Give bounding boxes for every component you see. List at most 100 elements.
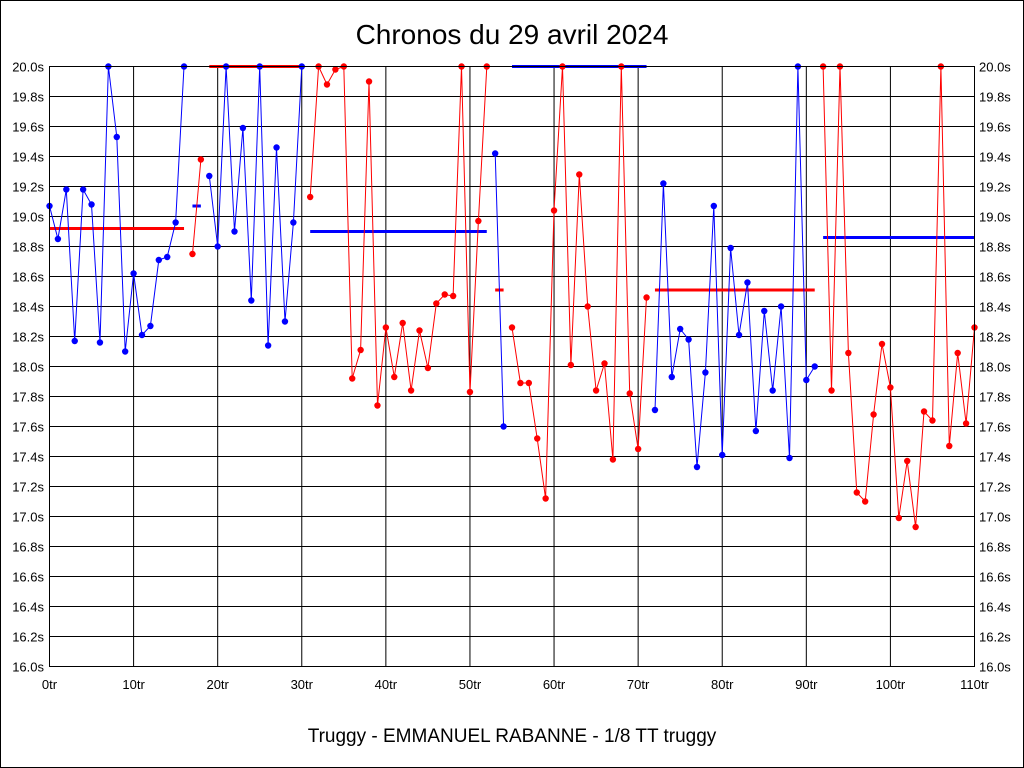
- y-tick-label-left: 16.0s: [12, 660, 44, 675]
- y-tick-label-right: 17.8s: [979, 390, 1011, 405]
- data-point: [466, 388, 474, 396]
- data-point: [96, 339, 104, 346]
- series-group: [46, 63, 978, 531]
- data-point: [752, 427, 760, 435]
- data-point: [550, 207, 558, 214]
- y-tick-label-left: 17.4s: [12, 450, 44, 465]
- data-point: [626, 390, 633, 397]
- y-tick-label-left: 19.0s: [12, 210, 44, 225]
- series-line: [511, 66, 647, 499]
- data-point: [761, 307, 768, 315]
- data-point: [332, 66, 339, 73]
- data-point: [676, 325, 684, 333]
- data-point: [592, 387, 600, 394]
- data-point: [508, 324, 516, 331]
- y-tick-label-left: 20.0s: [12, 60, 44, 75]
- data-point: [702, 369, 709, 376]
- data-point: [349, 375, 356, 382]
- y-tick-label-left: 18.2s: [12, 330, 44, 345]
- data-point: [861, 498, 869, 505]
- x-tick-label: 20tr: [206, 677, 229, 692]
- data-point: [912, 523, 919, 531]
- data-point: [954, 349, 961, 357]
- y-tick-label-right: 16.6s: [979, 570, 1011, 585]
- data-point: [811, 363, 818, 370]
- data-point: [365, 78, 373, 85]
- data-point: [517, 379, 524, 387]
- y-tick-label-left: 16.6s: [12, 570, 44, 585]
- y-tick-label-right: 17.0s: [979, 510, 1011, 525]
- data-point: [306, 193, 314, 201]
- y-tick-label-right: 18.8s: [979, 240, 1011, 255]
- data-point: [685, 336, 692, 343]
- data-point: [735, 331, 743, 339]
- data-point: [491, 150, 499, 157]
- x-tick-label: 70tr: [627, 677, 650, 692]
- data-point: [878, 340, 886, 348]
- data-point: [231, 228, 238, 235]
- y-tick-label-right: 17.6s: [979, 420, 1011, 435]
- x-tick-label: 0tr: [42, 677, 58, 692]
- data-point: [929, 417, 936, 424]
- x-tick-labels: 0tr 10tr 20tr 30tr 40tr 50tr 60tr 70tr 80tr 90tr 1…: [42, 677, 990, 692]
- series-line: [208, 66, 303, 346]
- data-point: [155, 256, 163, 264]
- y-tick-labels-right: 20.0s 19.8s 19.6s 19.4s 19.2s 19.0s 18.8s 18.6s…: [979, 60, 1011, 675]
- data-point: [643, 294, 650, 301]
- data-point: [500, 423, 507, 430]
- y-tick-label-left: 17.6s: [12, 420, 44, 435]
- data-point: [870, 411, 877, 418]
- data-point: [534, 435, 541, 442]
- y-tick-label-right: 19.0s: [979, 210, 1011, 225]
- data-point: [904, 457, 911, 465]
- x-tick-label: 30tr: [291, 677, 314, 692]
- y-tick-label-right: 19.4s: [979, 150, 1011, 165]
- data-point: [79, 186, 87, 193]
- data-point: [887, 384, 894, 391]
- data-point: [769, 387, 776, 394]
- data-point: [441, 291, 448, 298]
- data-point: [399, 319, 406, 327]
- data-point: [374, 402, 381, 409]
- data-point: [710, 202, 718, 210]
- data-point: [189, 250, 196, 258]
- data-point: [290, 219, 297, 226]
- series-line: [822, 66, 975, 528]
- data-point: [197, 156, 205, 163]
- data-point: [138, 331, 146, 339]
- data-point: [803, 376, 810, 384]
- y-tick-label-right: 19.2s: [979, 180, 1011, 195]
- data-point: [391, 373, 398, 381]
- data-point: [634, 445, 642, 453]
- y-tick-label-left: 17.2s: [12, 480, 44, 495]
- y-tick-label-left: 18.0s: [12, 360, 44, 375]
- y-tick-label-right: 18.2s: [979, 330, 1011, 345]
- data-point: [172, 219, 179, 226]
- data-point: [845, 349, 852, 357]
- y-tick-label-left: 16.4s: [12, 600, 44, 615]
- data-point: [651, 406, 659, 414]
- data-point: [382, 324, 390, 331]
- data-point: [273, 144, 280, 151]
- x-tick-label: 100tr: [876, 677, 906, 692]
- y-tick-labels-left: 20.0s 19.8s 19.6s 19.4s 19.2s 19.0s 18.8s 18.6s…: [12, 60, 44, 675]
- data-point: [323, 81, 331, 88]
- plot-area-border: [49, 66, 975, 667]
- data-point: [668, 373, 675, 381]
- data-point: [147, 322, 154, 330]
- data-point: [693, 463, 701, 471]
- series-line: [309, 65, 488, 406]
- series-line: [192, 159, 202, 255]
- y-tick-label-right: 16.0s: [979, 660, 1011, 675]
- average-lines: [49, 65, 975, 292]
- y-tick-label-right: 17.4s: [979, 450, 1011, 465]
- x-tick-label: 110tr: [960, 677, 989, 692]
- data-point: [113, 133, 120, 141]
- data-point: [206, 172, 213, 180]
- series-line: [494, 153, 505, 427]
- y-tick-label-left: 19.2s: [12, 180, 44, 195]
- data-point: [88, 201, 95, 208]
- data-point: [601, 360, 608, 367]
